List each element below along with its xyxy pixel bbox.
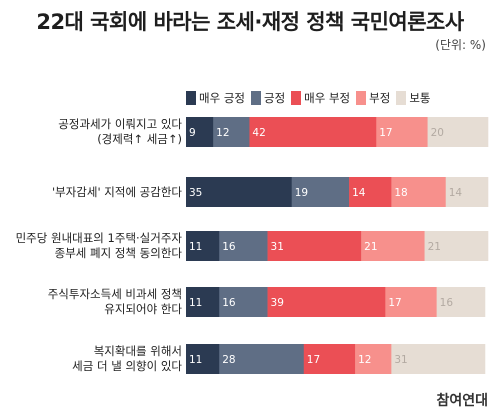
bar-segment-0-3 <box>376 117 428 147</box>
data-label-3-0: 11 <box>189 297 202 309</box>
legend-label: 보통 <box>409 91 431 105</box>
data-label-2-0: 11 <box>189 241 202 253</box>
data-label-2-3: 21 <box>364 241 377 253</box>
category-label-line: (경제력↑ 세금↑) <box>97 132 182 146</box>
bar-segment-3-0 <box>186 287 220 317</box>
data-label-3-2: 39 <box>271 297 284 309</box>
legend-item-2: 매우 부정 <box>291 90 350 106</box>
legend-label: 매우 긍정 <box>199 91 245 105</box>
bar-segment-1-4 <box>445 177 489 207</box>
data-label-2-2: 31 <box>271 241 284 253</box>
data-label-0-2: 42 <box>252 127 265 139</box>
data-label-1-0: 35 <box>189 187 202 199</box>
data-label-3-1: 16 <box>222 297 236 309</box>
data-label-0-4: 20 <box>431 127 444 139</box>
category-label-2: 민주당 원내대표의 1주택·실거주자 종부세 폐지 정책 동의한다 <box>4 231 182 261</box>
bar-segment-1-0 <box>186 177 292 207</box>
legend-swatch <box>250 91 261 105</box>
data-label-3-4: 16 <box>440 297 454 309</box>
data-label-4-4: 31 <box>394 354 407 366</box>
category-label-line: 공정과세가 이뤄지고 있다 <box>58 117 182 131</box>
bar-segment-3-3 <box>385 287 437 317</box>
category-label-line: 복지확대를 위해서 <box>93 344 182 358</box>
data-label-4-1: 28 <box>222 354 235 366</box>
bar-segment-0-0 <box>186 117 214 147</box>
data-label-1-3: 18 <box>394 187 407 199</box>
bar-segment-1-1 <box>291 177 350 207</box>
logo: 참여연대 <box>436 393 488 409</box>
legend-item-0: 매우 긍정 <box>186 90 245 106</box>
bar-segment-1-3 <box>391 177 447 207</box>
data-label-2-1: 16 <box>222 241 236 253</box>
bar-segment-3-4 <box>436 287 486 317</box>
data-label-4-3: 12 <box>358 354 371 366</box>
data-label-3-3: 17 <box>388 297 401 309</box>
legend-item-4: 보통 <box>396 90 430 106</box>
bar-segment-4-3 <box>355 344 392 374</box>
category-label-line: 주식투자소득세 비과세 정책 <box>47 287 182 301</box>
legend-label: 긍정 <box>263 91 286 105</box>
category-label-line: 민주당 원내대표의 1주택·실거주자 <box>15 231 182 245</box>
bar-segment-4-1 <box>219 344 305 374</box>
legend-swatch <box>396 91 407 105</box>
bar-segment-2-4 <box>424 231 489 261</box>
data-label-4-2: 17 <box>307 354 320 366</box>
legend: 매우 긍정 긍정 매우 부정 부정 보통 <box>186 90 436 106</box>
data-label-1-2: 14 <box>352 187 366 199</box>
bar-segment-0-1 <box>213 117 250 147</box>
data-label-2-4: 21 <box>428 241 441 253</box>
unit-label: (단위: %) <box>435 38 486 52</box>
data-label-1-1: 19 <box>295 187 308 199</box>
legend-label: 매우 부정 <box>304 91 351 105</box>
data-label-0-3: 17 <box>379 127 392 139</box>
bar-segment-4-2 <box>303 344 356 374</box>
legend-swatch <box>186 91 196 105</box>
bar-segment-0-4 <box>427 117 489 147</box>
bar-segment-3-1 <box>219 287 268 317</box>
bar-segment-2-1 <box>219 231 268 261</box>
data-label-0-1: 12 <box>216 127 229 139</box>
legend-swatch <box>356 91 367 105</box>
category-label-line: '부자감세' 지적에 공감한다 <box>51 184 182 199</box>
legend-item-3: 부정 <box>356 90 390 106</box>
data-label-1-4: 14 <box>449 187 463 199</box>
bar-segment-2-2 <box>267 231 362 261</box>
data-label-0-0: 9 <box>189 127 196 139</box>
category-label-1: '부자감세' 지적에 공감한다 <box>4 185 182 200</box>
category-label-line: 종부세 폐지 정책 동의한다 <box>54 246 182 260</box>
category-label-line: 유지되어야 한다 <box>104 302 182 316</box>
category-label-0: 공정과세가 이뤄지고 있다 (경제력↑ 세금↑) <box>4 117 182 147</box>
category-label-line: 세금 더 낼 의향이 있다 <box>72 359 182 373</box>
legend-item-1: 긍정 <box>250 90 286 106</box>
legend-swatch <box>291 91 302 105</box>
bar-segment-2-3 <box>361 231 425 261</box>
legend-label: 부정 <box>369 91 391 105</box>
bar-segment-4-0 <box>186 344 220 374</box>
category-label-4: 복지확대를 위해서 세금 더 낼 의향이 있다 <box>4 344 182 374</box>
chart-title: 22대 국회에 바라는 조세·재정 정책 국민여론조사 <box>36 10 464 34</box>
category-label-3: 주식투자소득세 비과세 정책 유지되어야 한다 <box>4 287 182 317</box>
data-label-4-0: 11 <box>189 354 202 366</box>
bar-segment-1-2 <box>349 177 392 207</box>
bar-segment-3-2 <box>267 287 386 317</box>
bar-segment-0-2 <box>249 117 377 147</box>
bar-segment-4-4 <box>391 344 486 374</box>
bar-segment-2-0 <box>186 231 220 261</box>
